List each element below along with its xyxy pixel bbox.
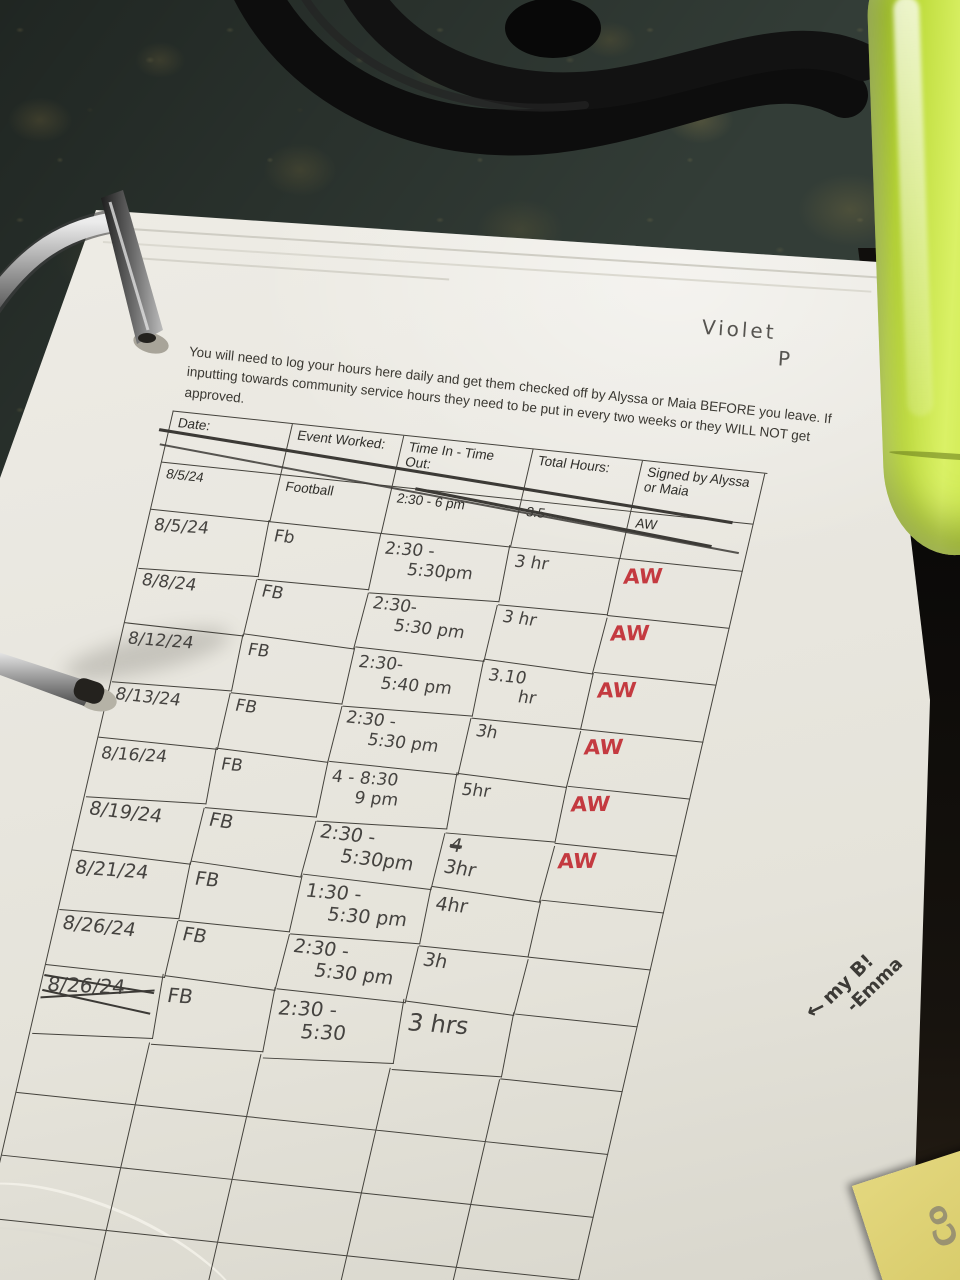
time-out-text: 5:30 pm — [325, 903, 410, 932]
hours-text: 3h — [473, 721, 500, 744]
hours-text: 3 hrs — [405, 1008, 472, 1041]
charging-cable — [234, 0, 881, 156]
signature-initials: AW — [609, 621, 651, 646]
hours-text: 3.10 — [486, 665, 529, 689]
cell-date: 8/13/24 — [98, 680, 231, 750]
hours-text: 3hr — [441, 855, 479, 882]
time-out-text: 5:30 — [298, 1019, 348, 1045]
cell-date: 8/26/24 — [32, 968, 164, 1039]
cell-time: 2:30 -5:30 — [262, 993, 405, 1064]
cell-event — [106, 1168, 233, 1243]
cell-event — [135, 1042, 262, 1118]
hours-text: 5hr — [459, 779, 493, 802]
student-last-initial: P — [777, 346, 791, 372]
student-name-note: Violet P — [699, 315, 792, 371]
hours-text: 3h — [420, 948, 451, 974]
cell-hours — [347, 1193, 472, 1268]
time-out-text: 9 pm — [352, 787, 401, 811]
bottle-highlight — [892, 0, 934, 417]
hours-text: 4hr — [433, 893, 470, 918]
hours-text: 3 hr — [500, 606, 539, 631]
signature-initials: AW — [622, 564, 664, 589]
cable-tie — [505, 0, 601, 58]
cell-hours — [376, 1067, 501, 1143]
cell-hours: 3 hrs — [391, 1005, 515, 1078]
signature-initials: AW — [595, 678, 638, 703]
cell-date: 8/5/24 — [138, 511, 270, 578]
cell-signature — [456, 1205, 594, 1280]
student-first-name: Violet — [701, 314, 778, 345]
cell-date: 8/16/24 — [85, 740, 217, 805]
bottle-seam — [888, 449, 960, 464]
hours-text: 3 hr — [512, 551, 551, 575]
signature-initials: AW — [569, 792, 612, 817]
signature-initials: AW — [582, 735, 625, 760]
hours-unit-text: hr — [515, 687, 539, 709]
sticky-note-text: Co — [916, 1198, 960, 1253]
cell-date: 8/12/24 — [111, 625, 244, 692]
cell-date — [0, 1155, 122, 1232]
cell-hours — [361, 1130, 486, 1206]
cell-event — [121, 1105, 247, 1180]
signature-initials: AW — [556, 849, 599, 874]
cell-event: FB — [150, 979, 276, 1053]
